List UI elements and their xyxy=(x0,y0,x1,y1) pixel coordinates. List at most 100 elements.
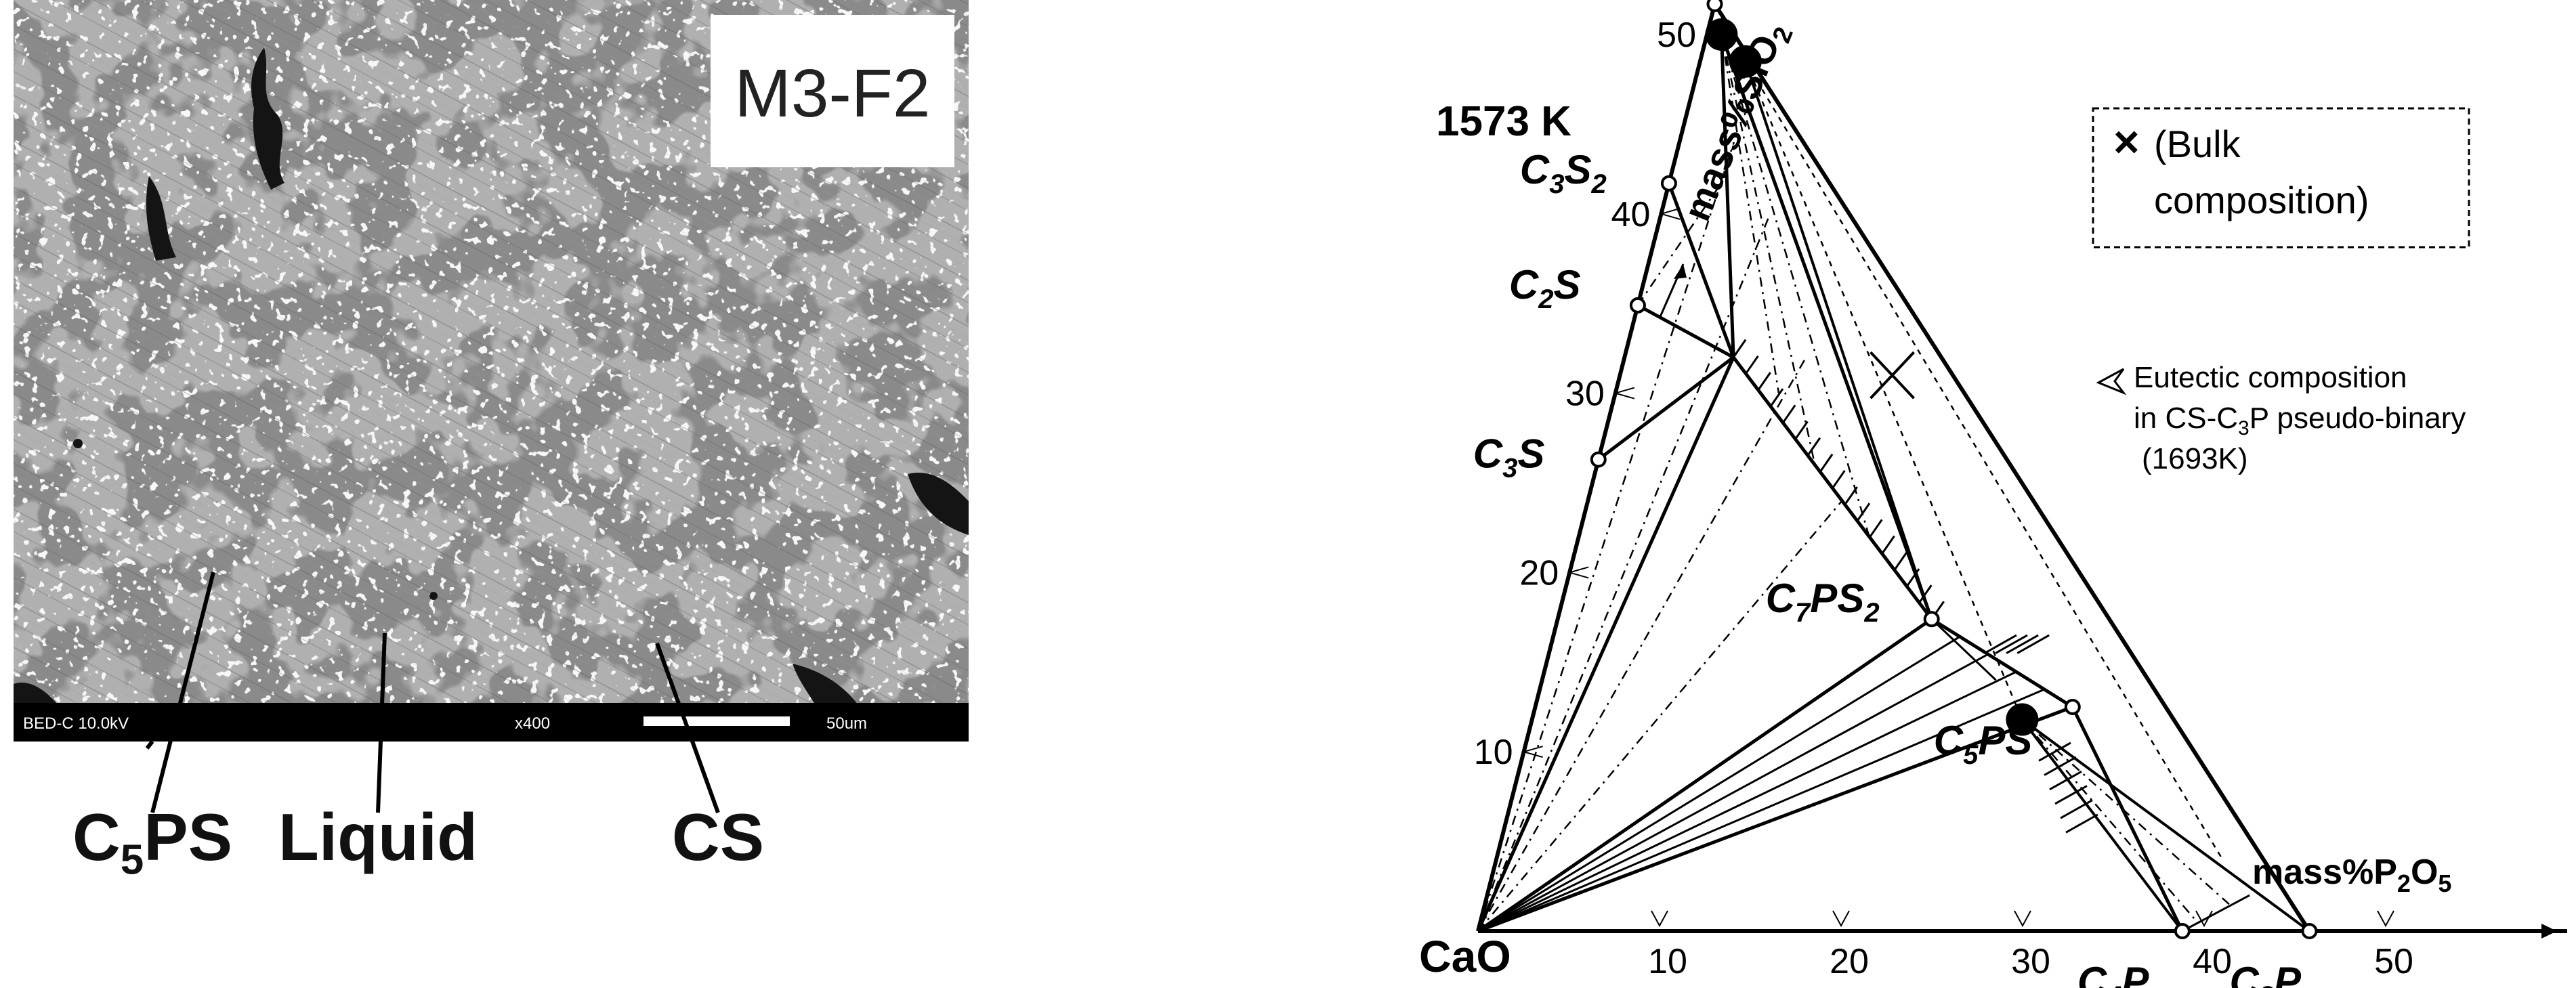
dashdot-cao-3 xyxy=(1477,142,1735,932)
compound-point-c3s xyxy=(1590,451,1607,468)
dashdot-cao-0 xyxy=(1477,500,1843,932)
sio2-tick-label: 10 xyxy=(1474,733,1513,772)
dashdot-cs-2 xyxy=(1720,34,1870,537)
p2o5-arrow-head xyxy=(2541,924,2557,939)
p2o5-tick-label: 10 xyxy=(1648,942,1687,981)
tie-c3s-inner xyxy=(1597,356,1735,461)
compound-labels: CSC3S2C2SC3SC7PS2C5PSC4PC3P xyxy=(1473,147,2302,988)
hatch-c5-5 xyxy=(2065,813,2098,834)
tie-cao-field-4 xyxy=(1477,688,2045,932)
tie-c3s2-inner xyxy=(1667,182,1735,358)
pointer-c5ps xyxy=(150,572,215,813)
phase-pointers xyxy=(150,572,720,814)
p2o5-tick-mark xyxy=(2377,910,2394,928)
eutectic-line1: Eutectic composition xyxy=(2134,361,2407,394)
sio2-tick-mark xyxy=(1521,746,1543,758)
sio2-tick-label: 30 xyxy=(1565,374,1605,414)
tie-c7ps2-field xyxy=(1930,618,1997,681)
hatch-0 xyxy=(1732,339,1747,358)
hatch-12 xyxy=(1881,535,1895,555)
hatch-6 xyxy=(1807,437,1821,456)
hatch-c5-2 xyxy=(2049,771,2082,791)
legend-box xyxy=(2092,107,2470,249)
hatch-3 xyxy=(1769,388,1784,407)
tie-c7ps2-c5ps xyxy=(1930,618,2074,709)
pointer-cs xyxy=(655,642,720,814)
label-liquid: Liquid xyxy=(278,800,478,874)
compound-point-cs xyxy=(1706,0,1723,12)
scale-bar xyxy=(643,716,790,726)
tie-c4p-field xyxy=(2182,894,2250,932)
sio2-tick-mark xyxy=(1567,566,1589,579)
hatch-c5-0 xyxy=(2038,742,2071,762)
p2o5-tick-mark xyxy=(2014,910,2031,928)
dashed-liquid-c3p xyxy=(1744,61,2224,860)
hatch-c7-1 xyxy=(1995,634,2028,654)
sio2-tick-label: 20 xyxy=(1519,553,1559,593)
sio2-tick-mark xyxy=(1613,387,1635,400)
compound-point-c3s2 xyxy=(1660,175,1677,192)
hatch-c5-1 xyxy=(2044,756,2077,776)
hatch-4 xyxy=(1782,404,1796,424)
sio2-tick-label: 50 xyxy=(1657,16,1696,55)
hatch-7 xyxy=(1819,453,1834,473)
hatch-5 xyxy=(1794,421,1809,440)
liquid-point-2 xyxy=(2006,703,2039,736)
sample-label-box xyxy=(711,15,954,167)
hatch-c7-0 xyxy=(1984,634,2017,654)
hatch-c5-4 xyxy=(2060,799,2093,819)
cs-c3p-edge xyxy=(1712,3,2311,932)
compound-label-c4p: C4P xyxy=(2077,959,2150,988)
hatch-c5-3 xyxy=(2054,785,2088,805)
p2o5-axis-title: mass%P2O5 xyxy=(2252,853,2451,897)
diagram-axes xyxy=(1476,0,2567,933)
tie-c5ps-c4p xyxy=(2071,706,2184,932)
compound-point-c3p xyxy=(2301,923,2318,939)
legend-line1: (Bulk xyxy=(2154,123,2241,165)
magnification: x400 xyxy=(515,714,550,733)
liquid-point-0 xyxy=(1705,18,1738,51)
compound-label-c7ps2: C7PS2 xyxy=(1766,576,1880,628)
tie-liquid2-c7ps2 xyxy=(1744,61,1933,620)
tie-liquid-c7ps2 xyxy=(1720,34,1934,620)
phase-pointer-lines xyxy=(145,742,154,750)
temperature-label: 1573 K xyxy=(1436,98,1571,145)
tie-cao-c5ps xyxy=(1477,705,2073,933)
p2o5-tick-mark xyxy=(2195,910,2213,928)
hatch-2 xyxy=(1757,372,1771,391)
hatch-8 xyxy=(1832,470,1846,489)
p2o5-tick-mark xyxy=(1832,910,1850,928)
compound-point-c2s xyxy=(1629,297,1646,314)
compound-label-c3s2: C3S2 xyxy=(1520,147,1607,199)
sample-label: M3-F2 xyxy=(735,56,931,131)
tie-cao-field-3 xyxy=(1477,670,2017,932)
axis-ticks: 10 20 30 40 50 10 20 30 40 50 xyxy=(1474,16,2413,981)
p2o5-tick-mark xyxy=(1651,910,1668,928)
p2o5-tick-label: 40 xyxy=(2193,942,2232,981)
sio2-tick-label: 40 xyxy=(1611,195,1651,234)
dashdot-cs-1 xyxy=(1720,34,1816,465)
label-cs: CS xyxy=(671,800,765,874)
hatch-15 xyxy=(1918,584,1933,603)
dashdot-cs-0 xyxy=(1720,34,1780,393)
compound-label-c5ps: C5PS xyxy=(1934,718,2033,770)
dashdot-c2s xyxy=(1637,177,1726,306)
compound-point-c5ps xyxy=(2064,699,2081,715)
tie-cao-c7ps2 xyxy=(1477,618,1933,933)
eutectic-line2: in CS-C3P pseudo-binary xyxy=(2134,402,2466,439)
compound-label-c3p: C3P xyxy=(2229,959,2302,988)
tie-liquid-inner xyxy=(1719,34,1735,358)
p2o5-tick-label: 20 xyxy=(1830,942,1869,981)
dashdot-c4p xyxy=(2021,718,2198,923)
tie-cao-field-1 xyxy=(1477,635,1961,932)
dashdot-c4p-2 xyxy=(2021,718,2230,905)
tie-c2s-inner xyxy=(1637,303,1735,359)
p2o5-tick-label: 50 xyxy=(2374,942,2413,981)
dashdot-cao-2 xyxy=(1477,213,1771,932)
eutectic-pointer xyxy=(2096,368,2127,395)
hatch-13 xyxy=(1893,551,1908,571)
compound-points xyxy=(1590,0,2318,939)
tie-liq-c3p xyxy=(2021,718,2310,932)
detector-info: BED-C 10.0kV xyxy=(23,714,129,733)
sem-micrograph: M3-F2 BED-C 10.0kV x400 50um xyxy=(14,0,969,742)
